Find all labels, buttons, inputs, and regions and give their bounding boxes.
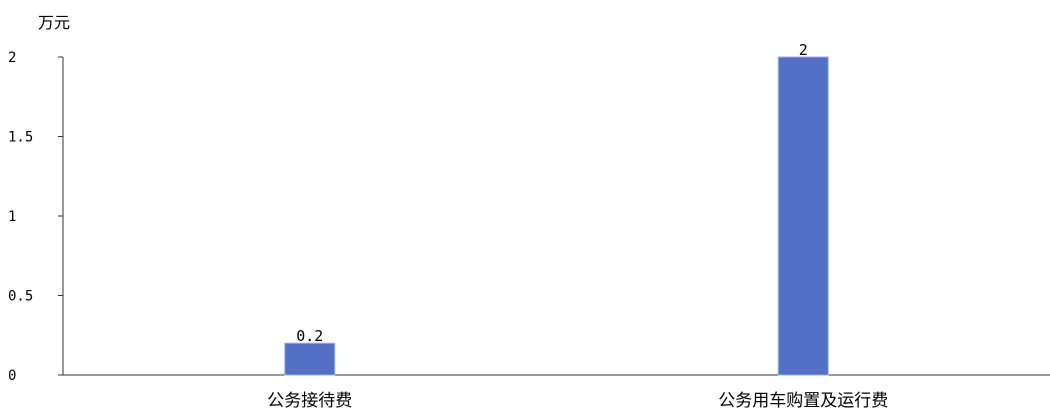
- y-tick-label: 2: [8, 50, 16, 66]
- x-category-label: 公务接待费: [267, 391, 352, 411]
- y-tick-label: 1: [8, 209, 16, 225]
- x-axis-categories: 公务接待费 公务用车购置及运行费: [267, 391, 888, 411]
- bar-value-label: 2: [799, 41, 808, 59]
- bar: [284, 342, 336, 376]
- y-axis-ticks: 0 0.5 1 1.5 2: [8, 50, 63, 384]
- y-tick-label: 0: [8, 368, 16, 384]
- bars-group: 0.22: [284, 41, 829, 376]
- y-axis-unit-label: 万元: [38, 13, 70, 32]
- y-tick-label: 1.5: [8, 130, 33, 146]
- bar: [777, 56, 829, 376]
- bar-value-label: 0.2: [296, 327, 323, 345]
- y-tick-label: 0.5: [8, 289, 33, 305]
- x-category-label: 公务用车购置及运行费: [718, 391, 888, 411]
